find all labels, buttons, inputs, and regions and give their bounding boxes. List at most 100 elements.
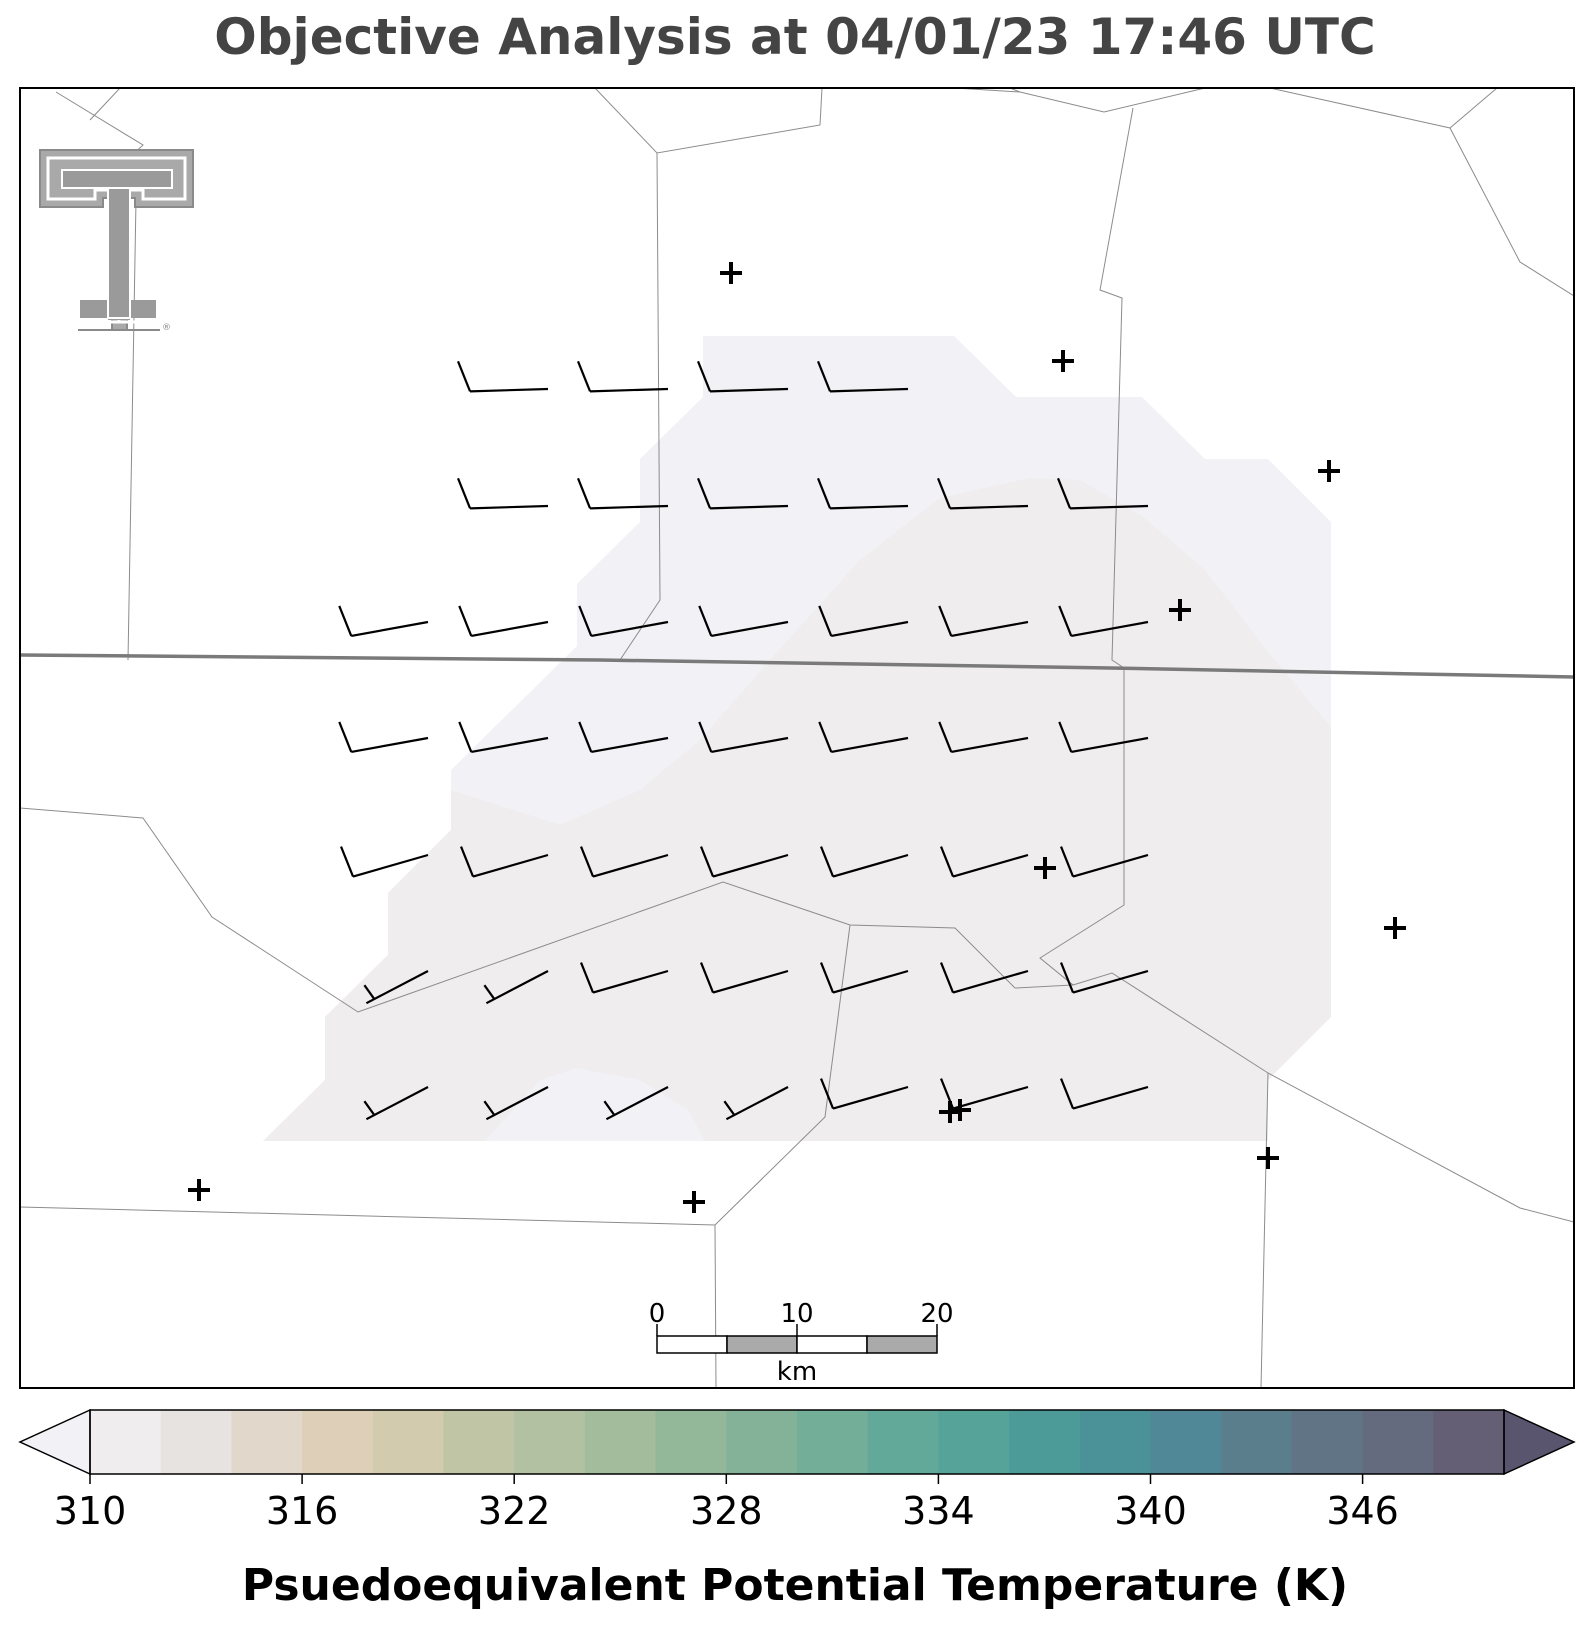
- colorbar-swatch: [938, 1410, 1010, 1474]
- wind-barb: [458, 721, 549, 754]
- wind-barb: [723, 1086, 789, 1121]
- state-boundary: [20, 653, 1574, 679]
- wind-barb: [457, 360, 549, 393]
- station-marker: [949, 1099, 971, 1121]
- wind-barb: [1060, 962, 1149, 994]
- wind-barb: [363, 970, 429, 1005]
- colorbar-swatch: [584, 1410, 657, 1474]
- colorbar-tick-label: 316: [266, 1489, 339, 1533]
- county-boundaries: [20, 88, 1574, 1388]
- station-marker: [1034, 857, 1056, 879]
- wind-barb: [1060, 846, 1149, 878]
- colorbar-swatch: [1150, 1410, 1222, 1474]
- wind-barb: [338, 605, 429, 638]
- theta-e-shading-inner: [263, 478, 1331, 1141]
- wind-barb: [1057, 477, 1149, 510]
- station-markers: [188, 262, 1406, 1213]
- wind-barb: [580, 962, 669, 994]
- scale-label-0: 0: [649, 1299, 666, 1329]
- wind-barb: [363, 1086, 429, 1121]
- station-marker: [683, 1191, 705, 1213]
- wind-barb: [697, 360, 789, 393]
- station-marker: [1318, 460, 1340, 482]
- scale-bar: 0 10 20 km: [649, 1299, 954, 1387]
- wind-barb: [460, 846, 549, 878]
- texas-tech-double-t-logo: ®: [39, 149, 194, 333]
- colorbar-tick-label: 340: [1114, 1489, 1187, 1533]
- wind-barb: [940, 962, 1029, 994]
- wind-barb: [580, 846, 669, 878]
- wind-barb: [1058, 605, 1149, 638]
- wind-barb: [577, 477, 669, 510]
- wind-barb: [937, 477, 1029, 510]
- wind-barb: [578, 605, 669, 638]
- wind-barb: [578, 721, 669, 754]
- logo-registered-mark: ®: [162, 323, 171, 333]
- station-marker: [1257, 1147, 1279, 1169]
- wind-barb: [938, 721, 1029, 754]
- colorbar-tick-label: 322: [478, 1489, 551, 1533]
- wind-barb: [820, 962, 909, 994]
- wind-barb: [820, 846, 909, 878]
- colorbar-swatch: [1291, 1410, 1364, 1474]
- wind-barb: [940, 846, 1029, 878]
- wind-barb: [818, 605, 909, 638]
- wind-barb: [818, 721, 909, 754]
- colorbar-swatch: [302, 1410, 374, 1474]
- colorbar-swatch: [655, 1410, 727, 1474]
- colorbar-swatch: [443, 1410, 515, 1474]
- station-marker: [1052, 350, 1074, 372]
- colorbar-swatch: [867, 1410, 939, 1474]
- wind-barb: [340, 846, 429, 878]
- colorbar-swatch: [90, 1410, 162, 1474]
- map-area: ®: [20, 88, 1574, 1388]
- wind-barb: [603, 1086, 669, 1121]
- wind-barb: [1060, 1078, 1149, 1110]
- colorbar-tick-label: 328: [690, 1489, 763, 1533]
- wind-barb: [698, 721, 789, 754]
- colorbar-swatch: [1362, 1410, 1434, 1474]
- station-marker: [1169, 599, 1191, 621]
- colorbar-swatch: [160, 1410, 232, 1474]
- colorbar-over-arrow: [1503, 1408, 1576, 1476]
- colorbar: 310 316 322 328 334 340 346: [18, 1408, 1576, 1533]
- wind-barb: [820, 1078, 909, 1110]
- wind-barb: [458, 605, 549, 638]
- map-frame: [19, 87, 1575, 1389]
- wind-barb: [457, 477, 549, 510]
- colorbar-under-arrow: [18, 1408, 91, 1476]
- wind-barb: [483, 1086, 549, 1121]
- map-title: Objective Analysis at 04/01/23 17:46 UTC: [214, 8, 1376, 66]
- colorbar-swatch: [372, 1410, 444, 1474]
- wind-barb: [700, 846, 789, 878]
- wind-barb: [817, 360, 909, 393]
- wind-barb: [697, 477, 789, 510]
- colorbar-swatch: [1079, 1410, 1151, 1474]
- scale-unit: km: [777, 1357, 817, 1387]
- station-marker: [1384, 917, 1406, 939]
- colorbar-swatch: [797, 1410, 869, 1474]
- scale-label-10: 10: [780, 1299, 813, 1329]
- wind-barb: [938, 605, 1029, 638]
- scale-label-20: 20: [920, 1299, 953, 1329]
- station-marker: [188, 1179, 210, 1201]
- colorbar-swatch: [1221, 1410, 1293, 1474]
- colorbar-swatch: [1009, 1410, 1081, 1474]
- wind-barb: [698, 605, 789, 638]
- colorbar-label: Psuedoequivalent Potential Temperature (…: [241, 1560, 1349, 1611]
- wind-barb-field: [338, 360, 1149, 1121]
- colorbar-tick-label: 310: [54, 1489, 127, 1533]
- wind-barb: [700, 962, 789, 994]
- colorbar-swatch: [231, 1410, 303, 1474]
- wind-barb: [338, 721, 429, 754]
- colorbar-swatch: [726, 1410, 798, 1474]
- wind-barb: [1058, 721, 1149, 754]
- colorbar-tick-label: 334: [902, 1489, 975, 1533]
- colorbar-swatch: [514, 1410, 586, 1474]
- wind-barb: [577, 360, 669, 393]
- colorbar-swatch: [1433, 1410, 1505, 1474]
- wind-barb: [817, 477, 909, 510]
- station-marker: [720, 262, 742, 284]
- colorbar-tick-label: 346: [1326, 1489, 1399, 1533]
